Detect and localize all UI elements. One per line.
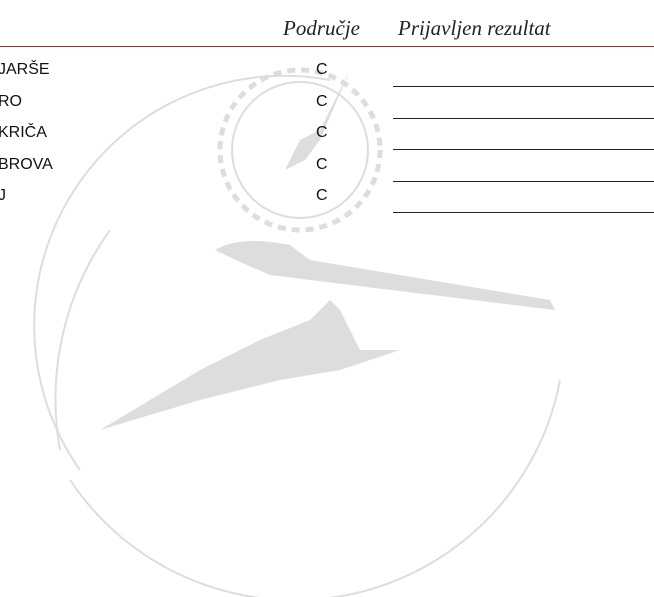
row-name: JARŠE bbox=[0, 61, 50, 78]
area-code: C bbox=[316, 155, 328, 173]
result-line bbox=[393, 86, 654, 87]
result-line bbox=[393, 180, 654, 182]
column-header: Područje bbox=[283, 16, 360, 40]
result-line bbox=[393, 212, 654, 213]
row-name: BROVA bbox=[0, 155, 53, 173]
area-code: C bbox=[316, 187, 328, 204]
result-line bbox=[393, 149, 654, 150]
column-header: Prijavljen rezultat bbox=[398, 16, 551, 40]
area-code: C bbox=[316, 92, 328, 110]
row-name: J bbox=[0, 187, 6, 204]
area-code: C bbox=[316, 124, 328, 141]
header-rule bbox=[0, 46, 654, 47]
row-name: RO bbox=[0, 92, 22, 110]
row-name: KRIČA bbox=[0, 124, 47, 141]
result-line bbox=[393, 117, 654, 119]
area-code: C bbox=[316, 61, 328, 78]
